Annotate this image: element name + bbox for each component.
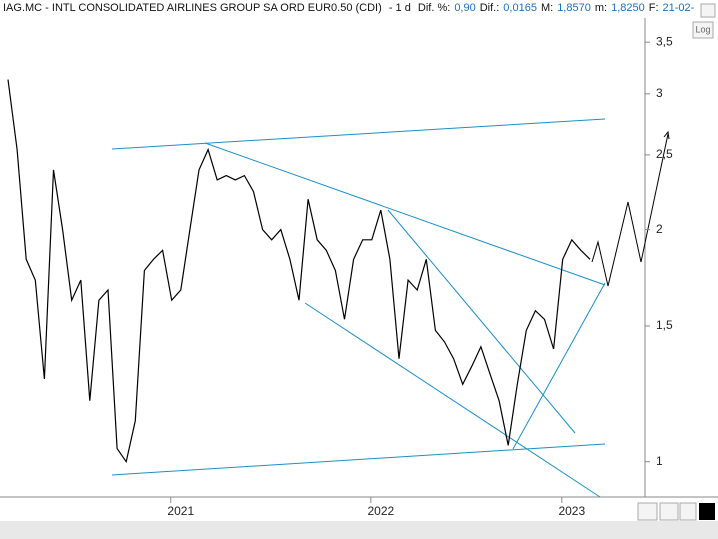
trend-line [111, 443, 606, 476]
projection-path [591, 133, 669, 287]
stat-label: F: [648, 2, 659, 14]
y-tick-label: 2,5 [656, 147, 673, 161]
projection-arrow [663, 130, 670, 140]
x-tick-label: 2021 [167, 504, 194, 518]
trend-line [111, 118, 606, 150]
y-tick-label: 3,5 [656, 34, 673, 48]
stat-value: 1,8250 [611, 2, 645, 14]
price-line [7, 79, 591, 464]
pin-button[interactable] [679, 502, 697, 521]
stat-value: 0,90 [454, 2, 476, 14]
period: - 1 d [388, 2, 411, 14]
trend-line [204, 142, 606, 286]
trend-line [512, 282, 606, 450]
zoom-button[interactable] [637, 502, 658, 521]
trend-line [304, 302, 601, 498]
pin-top-button[interactable] [700, 3, 716, 18]
trend-line [387, 209, 576, 434]
save-button[interactable] [659, 502, 679, 521]
trend-lines [111, 118, 606, 498]
log-button-label[interactable]: Log [695, 24, 710, 34]
scrollbar[interactable] [0, 521, 718, 539]
y-tick-label: 3 [656, 86, 663, 100]
stat-value: 21-02- [662, 2, 695, 14]
y-tick-label: 2 [656, 222, 663, 236]
stat-value: 0,0165 [503, 2, 537, 14]
stat-label: Dif. %: [417, 2, 451, 14]
x-tick-label: 2022 [367, 504, 394, 518]
stat-value: 1,8570 [557, 2, 591, 14]
y-tick-label: 1,5 [656, 318, 673, 332]
stat-label: M: [540, 2, 554, 14]
log-button[interactable] [692, 21, 714, 39]
x-tick-label: 2023 [558, 504, 585, 518]
header: IAG.MC - INTL CONSOLIDATED AIRLINES GROU… [3, 2, 698, 14]
color-button[interactable] [699, 503, 715, 520]
instrument-title: IAG.MC - INTL CONSOLIDATED AIRLINES GROU… [3, 2, 382, 14]
stat-label: Dif.: [479, 2, 500, 14]
stat-label: m: [594, 2, 608, 14]
y-tick-label: 1 [656, 454, 663, 468]
